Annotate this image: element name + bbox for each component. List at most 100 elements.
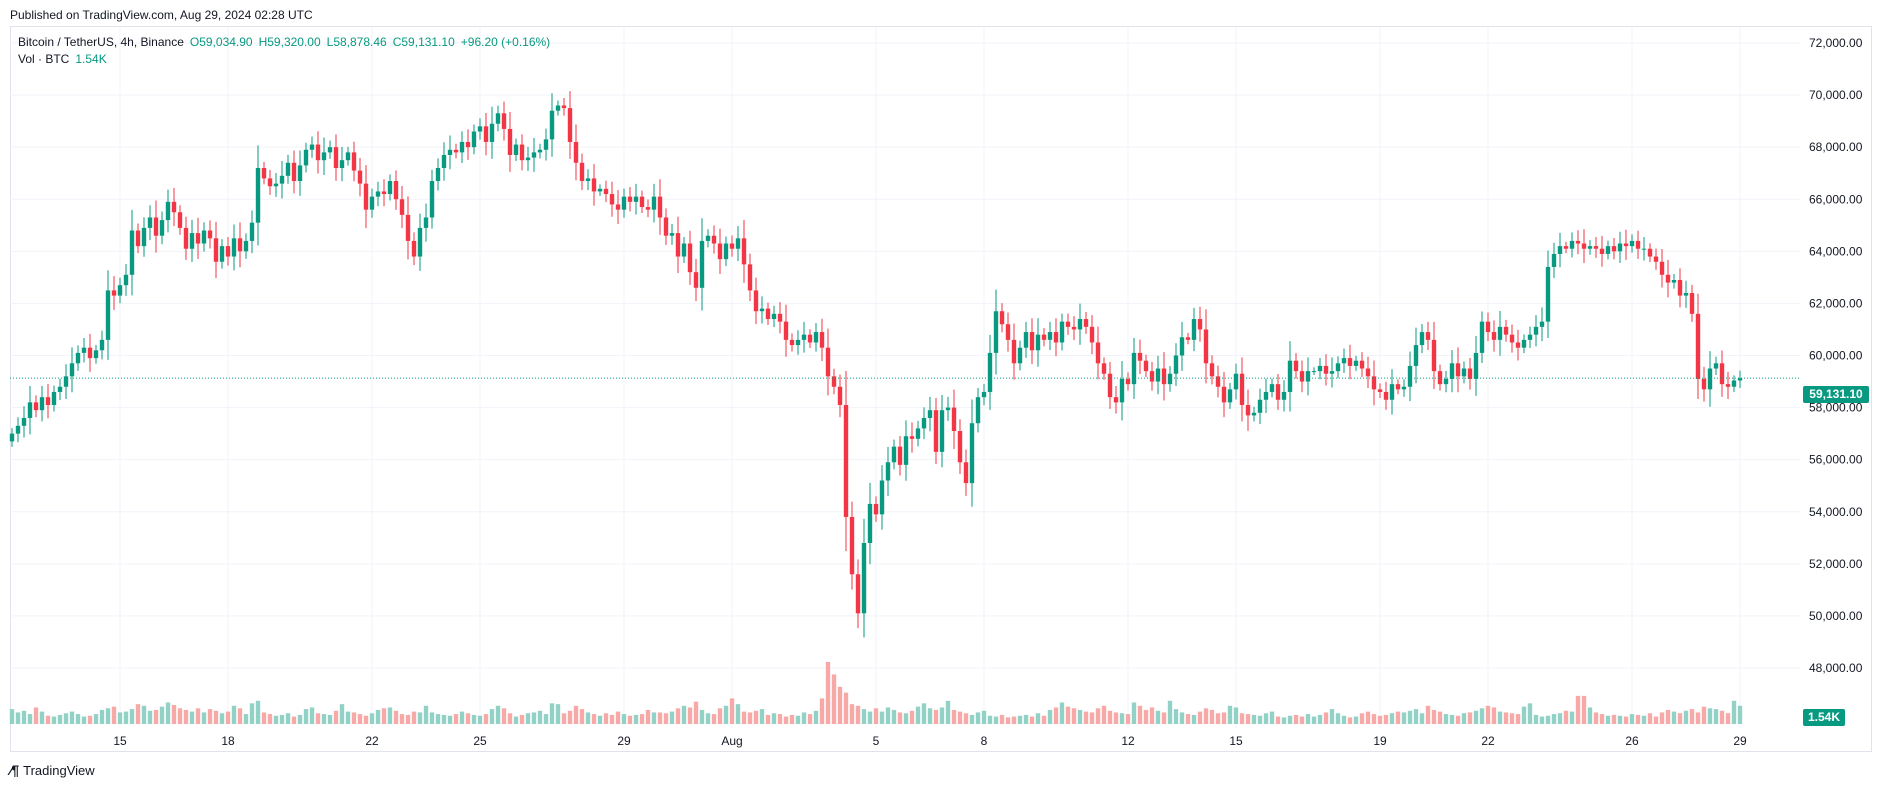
candle-body <box>357 170 363 184</box>
volume-bar <box>63 713 69 724</box>
volume-bar <box>225 711 231 724</box>
candle-body <box>1611 246 1617 252</box>
time-tick-label: 25 <box>473 734 487 748</box>
time-tick-label: Aug <box>721 734 742 748</box>
volume-bar <box>1017 715 1023 724</box>
candle-body <box>609 194 615 205</box>
candle-body <box>1173 355 1179 374</box>
candle-body <box>1503 326 1509 335</box>
candle-body <box>555 105 561 111</box>
price-tick-label: 64,000.00 <box>1809 244 1863 258</box>
candle-body <box>369 196 375 210</box>
volume-bar <box>333 710 339 724</box>
volume-bar <box>1137 705 1143 724</box>
candle-body <box>231 238 237 257</box>
volume-bar <box>1095 708 1101 724</box>
volume-bar <box>1131 702 1137 724</box>
candle-body <box>819 332 825 348</box>
volume-bar <box>1041 715 1047 724</box>
candle-body <box>1449 363 1455 379</box>
volume-bar <box>207 709 213 724</box>
volume-bar <box>933 709 939 724</box>
volume-bar <box>243 714 249 724</box>
volume-bar <box>69 711 75 724</box>
volume-bar <box>897 712 903 724</box>
volume-bar <box>1479 708 1485 724</box>
price-tick-label: 66,000.00 <box>1809 192 1863 206</box>
volume-bar <box>429 712 435 724</box>
time-axis[interactable]: 15 18 22 25 29 Aug 5 8 12 15 19 22 26 29 <box>113 734 1747 748</box>
candle-body <box>531 152 537 158</box>
volume-bar <box>891 709 897 724</box>
candle-body <box>1719 363 1725 385</box>
candle-body <box>933 410 939 452</box>
volume-bar <box>1011 716 1017 724</box>
volume-bar <box>381 708 387 724</box>
volume-bar <box>1659 712 1665 724</box>
volume-bar <box>663 713 669 724</box>
volume-bar <box>129 709 135 724</box>
candle-body <box>1527 334 1533 340</box>
candle-body <box>1593 246 1599 249</box>
volume-bar <box>153 709 159 724</box>
volume-bar <box>477 715 483 724</box>
volume-bar <box>567 710 573 724</box>
volume-bar <box>1401 712 1407 724</box>
volume-bar <box>315 713 321 724</box>
candle-body <box>123 274 129 286</box>
candle-body <box>813 332 819 343</box>
volume-bar <box>465 713 471 724</box>
volume-bar <box>1359 713 1365 724</box>
candle-body <box>1077 319 1083 330</box>
volume-bar <box>777 714 783 724</box>
candle-body <box>975 397 981 424</box>
candle-body <box>207 230 213 239</box>
volume-bar <box>399 714 405 724</box>
volume-bar <box>1209 709 1215 724</box>
volume-bar <box>1215 713 1221 724</box>
volume-bar <box>1641 715 1647 724</box>
volume-bar <box>807 714 813 724</box>
candle-body <box>129 230 135 275</box>
candle-body <box>1041 334 1047 340</box>
candle-body <box>1221 386 1227 403</box>
price-axis[interactable]: 48,000.00 50,000.00 52,000.00 54,000.00 56,0… <box>1809 36 1863 675</box>
volume-bar <box>1635 714 1641 724</box>
candle-body <box>1617 243 1623 252</box>
tradingview-brand[interactable]: ⁄¶ TradingView <box>10 762 95 778</box>
candle-body <box>1641 248 1647 250</box>
volume-bar <box>1671 711 1677 724</box>
candle-body <box>1419 332 1425 346</box>
candle-body <box>297 165 303 182</box>
candle-body <box>1689 293 1695 314</box>
volume-bar <box>345 711 351 724</box>
volume-bar <box>1185 714 1191 724</box>
candle-body <box>1581 243 1587 249</box>
volume-bar <box>1173 709 1179 724</box>
volume-bar <box>147 710 153 724</box>
time-tick-label: 5 <box>873 734 880 748</box>
candle-body <box>951 407 957 432</box>
candle-body <box>1293 360 1299 372</box>
volume-bar <box>177 708 183 724</box>
candle-body <box>825 347 831 377</box>
candle-body <box>441 154 447 168</box>
volume-bar <box>1245 714 1251 724</box>
candle-body <box>165 201 171 221</box>
volume-bar <box>993 716 999 724</box>
volume-bar <box>1473 710 1479 724</box>
candle-body <box>1383 391 1389 400</box>
candle-body <box>567 108 573 142</box>
volume-bar <box>819 698 825 724</box>
candle-body <box>453 149 459 153</box>
volume-bar <box>1251 714 1257 724</box>
volume-bar <box>1347 717 1353 724</box>
chart-frame <box>10 26 1872 752</box>
candle-body <box>1425 332 1431 340</box>
candle-body <box>1491 332 1497 340</box>
volume-bar <box>1239 713 1245 724</box>
candle-body <box>219 246 225 262</box>
volume-bar <box>255 700 261 724</box>
candle-body <box>1485 321 1491 333</box>
